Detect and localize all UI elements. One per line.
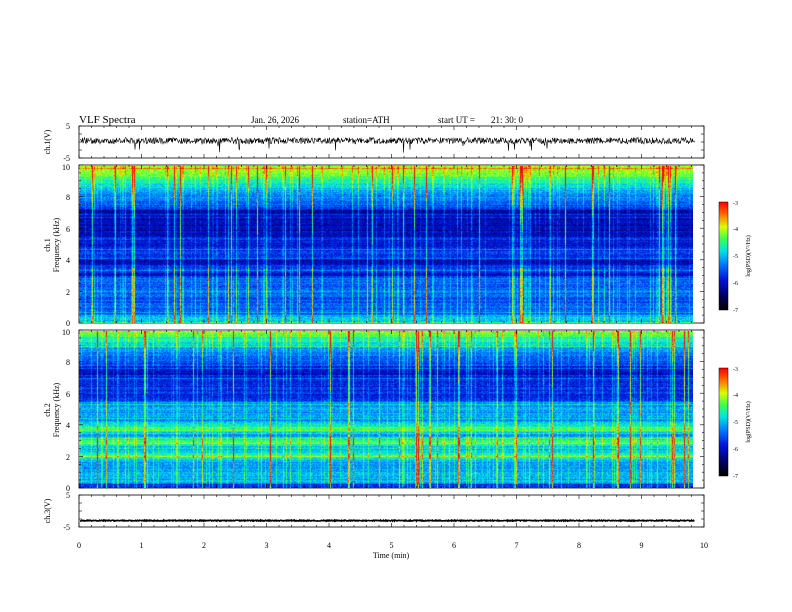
x-tick-7: 7 (515, 541, 519, 550)
ch2-spec-ylabel-freq: Frequency (kHz) (52, 382, 61, 437)
ch1-cb-tick-4: -4 (733, 227, 738, 233)
start-ut-value: 21: 30: 0 (491, 115, 524, 125)
ch3-ytick-top: 5 (66, 491, 70, 500)
ch1-spec-ylabel-freq: Frequency (kHz) (52, 217, 61, 272)
ch3-waveform-frame (78, 494, 705, 528)
x-tick-10: 10 (700, 541, 708, 550)
ch1-colorbar-image-wrap (719, 202, 728, 310)
ch1-spectrogram-image-wrap (79, 166, 693, 323)
ch2-cb-tick-7: -7 (733, 474, 738, 480)
ch1-waveform-line (79, 136, 695, 153)
ch1-colorbar-image (719, 202, 728, 310)
x-tick-2: 2 (202, 541, 206, 550)
ch1-ytick-top: 5 (66, 122, 70, 131)
header: VLF Spectra Jan. 26, 2026 station=ATH st… (79, 114, 524, 126)
ch2-colorbar-image-wrap (719, 368, 728, 476)
figure-title: VLF Spectra (79, 114, 136, 126)
ch2-cb-tick-5: -5 (733, 420, 738, 426)
x-tick-1: 1 (140, 541, 144, 550)
ch1-cb-tick-5: -5 (733, 254, 738, 260)
ch2-freq-tick-8: 8 (66, 358, 70, 367)
x-tick-4: 4 (327, 541, 331, 550)
ch1-freq-tick-10: 10 (62, 163, 70, 172)
x-tick-8: 8 (577, 541, 581, 550)
ch2-spectrogram-image (79, 331, 693, 488)
ch3-ytick-bottom: -5 (63, 523, 70, 532)
x-axis: 0 1 2 3 4 5 6 7 8 9 10 Time (min) (77, 541, 708, 560)
ch3-ylabel: ch.3(V) (43, 498, 52, 523)
x-tick-0: 0 (77, 541, 81, 550)
ch1-freq-tick-8: 8 (66, 193, 70, 202)
ch2-colorbar: -3 -4 -5 -6 -7 log(PSD)(V²/Hz) (718, 367, 752, 480)
ch2-colorbar-label: log(PSD)(V²/Hz) (745, 401, 752, 442)
ch2-freq-tick-0: 0 (66, 484, 70, 493)
ch2-colorbar-frame (718, 367, 729, 477)
ch1-cb-tick-7: -7 (733, 308, 738, 314)
ch1-freq-tick-2: 2 (66, 288, 70, 297)
x-tick-3: 3 (265, 541, 269, 550)
station-label: station=ATH (343, 115, 390, 125)
ch3-waveform-line (79, 518, 695, 523)
ch1-ytick-bottom: -5 (63, 154, 70, 163)
x-tick-9: 9 (640, 541, 644, 550)
ch2-freq-tick-6: 6 (66, 390, 70, 399)
ch1-cb-tick-6: -6 (733, 281, 738, 287)
ch2-spectrogram-image-wrap (79, 331, 693, 488)
date-label: Jan. 26, 2026 (251, 115, 299, 125)
ch2-cb-tick-6: -6 (733, 447, 738, 453)
ch2-spectrogram-panel: 0 2 4 6 8 10 ch.2 Frequency (kHz) (43, 328, 705, 493)
ch2-spec-ylabel-channel: ch.2 (43, 403, 52, 417)
ch1-freq-tick-4: 4 (66, 256, 70, 265)
x-tick-6: 6 (452, 541, 456, 550)
ch2-freq-tick-10: 10 (62, 328, 70, 337)
start-ut-label: start UT = (438, 115, 475, 125)
x-axis-label: Time (min) (373, 551, 410, 560)
ch1-colorbar-frame (718, 201, 729, 311)
ch1-colorbar: -3 -4 -5 -6 -7 log(PSD)(V²/Hz) (718, 201, 752, 314)
ch2-freq-tick-2: 2 (66, 453, 70, 462)
x-tick-5: 5 (390, 541, 394, 550)
axis-ticks (78, 125, 705, 528)
ch1-spectrogram-image (79, 166, 693, 323)
ch1-freq-tick-0: 0 (66, 319, 70, 328)
ch2-freq-tick-4: 4 (66, 421, 70, 430)
ch3-waveform-panel: 5 -5 ch.3(V) (43, 491, 705, 532)
ch2-cb-tick-3: -3 (733, 367, 738, 373)
ch1-spec-ylabel-channel: ch.1 (43, 238, 52, 252)
ch1-ylabel: ch.1(V) (43, 129, 52, 154)
ch2-colorbar-image (719, 368, 728, 476)
ch1-waveform-panel: 5 -5 ch.1(V) (43, 122, 705, 163)
ch1-freq-tick-6: 6 (66, 225, 70, 234)
ch1-colorbar-label: log(PSD)(V²/Hz) (745, 235, 752, 276)
ch2-cb-tick-4: -4 (733, 393, 738, 399)
ch1-spectrogram-panel: 0 2 4 6 8 10 ch.1 Frequency (kHz) (43, 163, 705, 328)
ch1-cb-tick-3: -3 (733, 201, 738, 207)
